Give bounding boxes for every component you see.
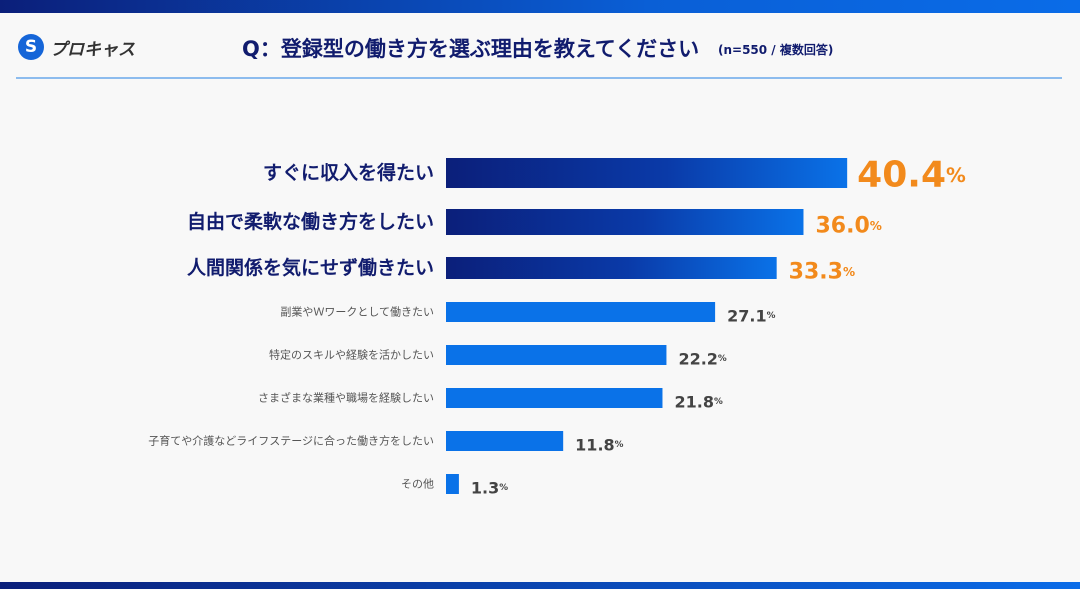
category-label: その他 — [401, 478, 434, 491]
value-label: 22.2% — [678, 350, 726, 369]
logo-icon: S — [18, 34, 44, 60]
category-label: すぐに収入を得たい — [263, 161, 434, 184]
bar — [446, 158, 848, 188]
sample-note: (n=550 / 複数回答) — [718, 43, 834, 57]
bar — [446, 209, 804, 235]
chart-title: Q：登録型の働き方を選ぶ理由を教えてください — [242, 37, 700, 61]
category-label: 人間関係を気にせず働きたい — [187, 256, 434, 279]
value-label: 40.4% — [857, 155, 966, 196]
category-label: 副業やＷワークとして働きたい — [280, 306, 434, 319]
bar — [446, 345, 667, 365]
value-label: 11.8% — [575, 436, 623, 455]
value-label: 27.1% — [727, 307, 775, 326]
bottom-banner — [0, 582, 1080, 589]
bar — [446, 474, 459, 494]
bar — [446, 388, 663, 408]
category-label: 自由で柔軟な働き方をしたい — [187, 210, 434, 233]
category-label: さまざまな業種や職場を経験したい — [258, 391, 434, 405]
divider — [16, 77, 1062, 79]
value-label: 21.8% — [674, 393, 722, 412]
bar — [446, 257, 777, 279]
category-label: 子育てや介護などライフステージに合った働き方をしたい — [148, 434, 434, 448]
value-label: 36.0% — [815, 214, 881, 239]
bar — [446, 302, 716, 322]
category-label: 特定のスキルや経験を活かしたい — [269, 348, 434, 362]
value-label: 33.3% — [789, 260, 855, 285]
bar — [446, 431, 564, 451]
top-banner — [0, 0, 1080, 13]
logo-text: プロキャス — [50, 39, 135, 60]
value-label: 1.3% — [471, 479, 508, 498]
logo: S プロキャス — [18, 34, 135, 60]
